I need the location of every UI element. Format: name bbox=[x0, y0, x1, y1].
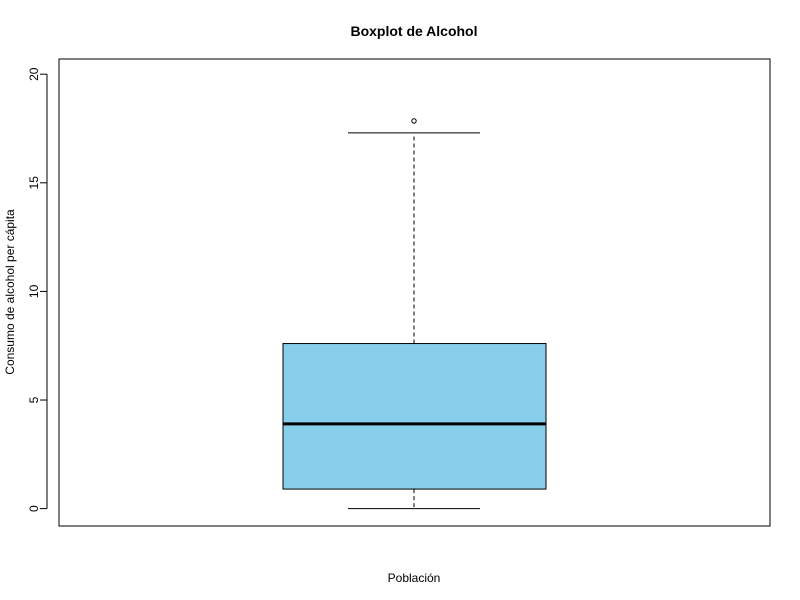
y-tick-label: 10 bbox=[27, 284, 41, 298]
y-tick-label: 15 bbox=[27, 176, 41, 190]
y-tick-label: 20 bbox=[27, 67, 41, 81]
iqr-box bbox=[282, 343, 547, 490]
outlier-point bbox=[411, 118, 417, 124]
y-tick-label: 5 bbox=[27, 396, 41, 403]
box-group bbox=[282, 118, 547, 510]
x-axis-label: Población bbox=[388, 571, 441, 585]
plot-frame bbox=[58, 58, 771, 527]
y-axis-label: Consumo de alcohol per cápita bbox=[3, 209, 17, 375]
y-tick-label: 0 bbox=[27, 505, 41, 512]
chart-title: Boxplot de Alcohol bbox=[350, 23, 477, 39]
y-axis: 0 5 10 15 20 bbox=[27, 67, 48, 512]
